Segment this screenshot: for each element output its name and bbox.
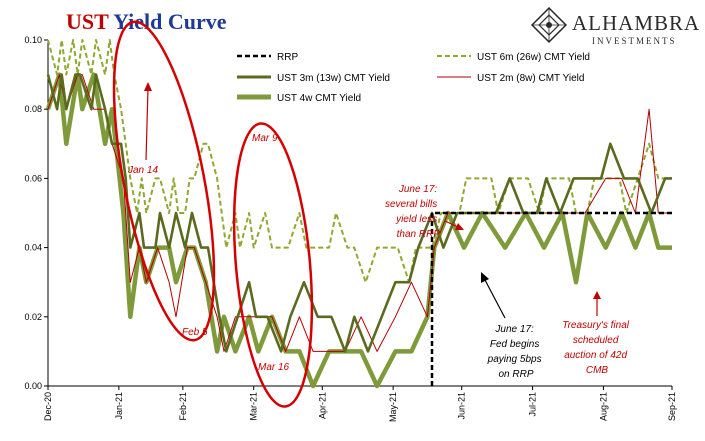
- annotation-june17-rrp-line4: than RRP: [397, 229, 441, 240]
- arrow-june17-fed-head: [481, 272, 489, 283]
- arrow-june17-rrp: [444, 220, 459, 228]
- annotation-june17-fed-line4: on RRP: [498, 369, 533, 380]
- annotation-june17-rrp-line2: several bills: [385, 199, 437, 210]
- x-tick-label: Apr-21: [317, 392, 327, 419]
- y-axis-ticks: 0.10 0.08 0.06 0.04 0.02 0.00: [24, 35, 48, 391]
- arrow-treasury-head: [593, 291, 601, 299]
- annotation-mar9: Mar 9: [252, 133, 278, 144]
- series-line-ust-3m-13w-cmt-yield: [46, 73, 672, 353]
- annotation-june17-rrp-line1: June 17:: [398, 184, 438, 195]
- series-layer: [45, 39, 672, 389]
- legend-label-6m: UST 6m (26w) CMT Yield: [477, 52, 590, 63]
- x-tick-label: Jun-21: [457, 392, 467, 420]
- series-line-ust-4w-cmt-yield: [45, 72, 672, 389]
- alhambra-logo-sub: INVESTMENTS: [592, 36, 677, 46]
- annotation-june17-rrp: June 17: several bills yield less than R…: [385, 184, 440, 240]
- y-tick-label: 0.00: [24, 381, 42, 391]
- legend-label-2m: UST 2m (8w) CMT Yield: [477, 73, 584, 84]
- highlight-ellipse-jan-feb: [112, 20, 216, 342]
- arrow-jan14: [145, 87, 149, 161]
- x-tick-label: Feb-21: [178, 392, 188, 421]
- arrow-jan14-head: [144, 82, 152, 91]
- annotation-june17-rrp-line3: yield less: [395, 214, 437, 225]
- alhambra-logo-icon: [530, 6, 568, 44]
- chart-title: UST Yield Curve: [66, 9, 227, 34]
- title-yield-curve: Yield Curve: [108, 9, 226, 34]
- x-tick-label: Mar-21: [249, 392, 259, 421]
- annotation-june17-fed-line2: Fed begins: [490, 339, 539, 350]
- annotation-june17-fed: June 17: Fed begins paying 5bps on RRP: [487, 324, 545, 380]
- y-tick-label: 0.02: [24, 312, 42, 322]
- y-tick-label: 0.08: [24, 104, 42, 114]
- annotation-treasury-line4: CMB: [586, 365, 609, 376]
- x-tick-label: Sep-21: [667, 392, 677, 421]
- highlight-ellipse-mar: [232, 122, 314, 408]
- legend-label-3m: UST 3m (13w) CMT Yield: [277, 73, 390, 84]
- x-tick-label: May-21: [388, 392, 398, 422]
- y-tick-label: 0.04: [24, 243, 42, 253]
- annotation-feb5: Feb 5: [182, 327, 208, 338]
- x-tick-label: Dec-20: [43, 392, 53, 421]
- title-ust: UST: [66, 9, 109, 34]
- legend: RRP UST 6m (26w) CMT Yield UST 3m (13w) …: [237, 52, 590, 104]
- series-line-ust-6m-26w-cmt-yield: [47, 39, 672, 284]
- annotation-mar16: Mar 16: [258, 362, 290, 373]
- y-tick-label: 0.10: [24, 35, 42, 45]
- series-line-ust-2m-8w-cmt-yield: [47, 74, 672, 352]
- annotation-treasury-line3: auction of 42d: [564, 350, 627, 361]
- annotation-jan14: Jan 14: [127, 165, 158, 176]
- x-axis-ticks: Dec-20 Jan-21 Feb-21 Mar-21 Apr-21 May-21 Jun-…: [43, 386, 677, 422]
- annotation-june17-fed-line1: June 17:: [494, 324, 534, 335]
- legend-label-rrp: RRP: [277, 52, 298, 63]
- x-tick-label: Aug-21: [598, 392, 608, 421]
- arrow-june17-fed: [484, 279, 506, 319]
- x-tick-label: Jul-21: [528, 392, 538, 417]
- annotation-treasury-line2: scheduled: [573, 335, 619, 346]
- alhambra-logo: ALHAMBRA INVESTMENTS: [530, 6, 700, 46]
- x-tick-label: Jan-21: [114, 392, 124, 420]
- annotation-treasury-line1: Treasury's final: [562, 320, 630, 331]
- arrow-june17-rrp-head: [455, 223, 464, 230]
- legend-label-4w: UST 4w CMT Yield: [277, 93, 361, 104]
- series-line-rrp: [430, 211, 672, 386]
- alhambra-logo-name: ALHAMBRA: [572, 11, 700, 35]
- annotation-june17-fed-line3: paying 5bps: [487, 354, 542, 365]
- y-tick-label: 0.06: [24, 173, 42, 183]
- annotation-treasury: Treasury's final scheduled auction of 42…: [562, 320, 632, 376]
